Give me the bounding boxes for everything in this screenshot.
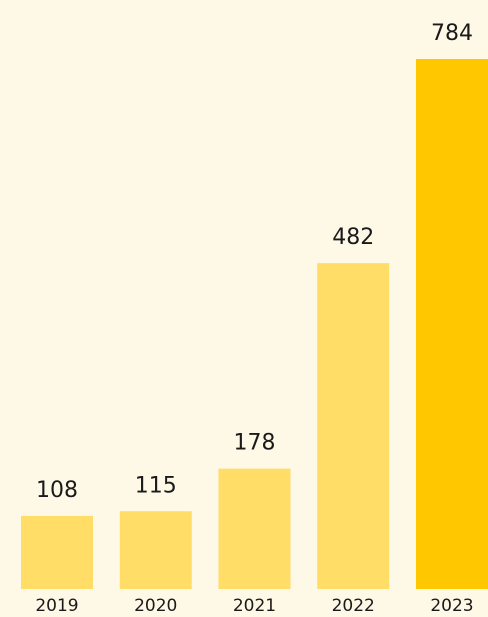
bar [317,263,390,589]
value-label: 482 [332,225,374,250]
bar [416,59,488,589]
value-label: 784 [431,21,473,46]
x-tick-label: 2023 [430,596,473,616]
value-label: 178 [234,431,276,456]
x-tick-label: 2019 [35,596,78,616]
x-tick-label: 2022 [332,596,375,616]
x-tick-label: 2021 [233,596,276,616]
value-label: 108 [36,478,78,503]
value-label: 115 [135,473,177,498]
bar [119,511,192,589]
bar [21,515,93,589]
bar [218,468,291,589]
x-tick-label: 2020 [134,596,177,616]
